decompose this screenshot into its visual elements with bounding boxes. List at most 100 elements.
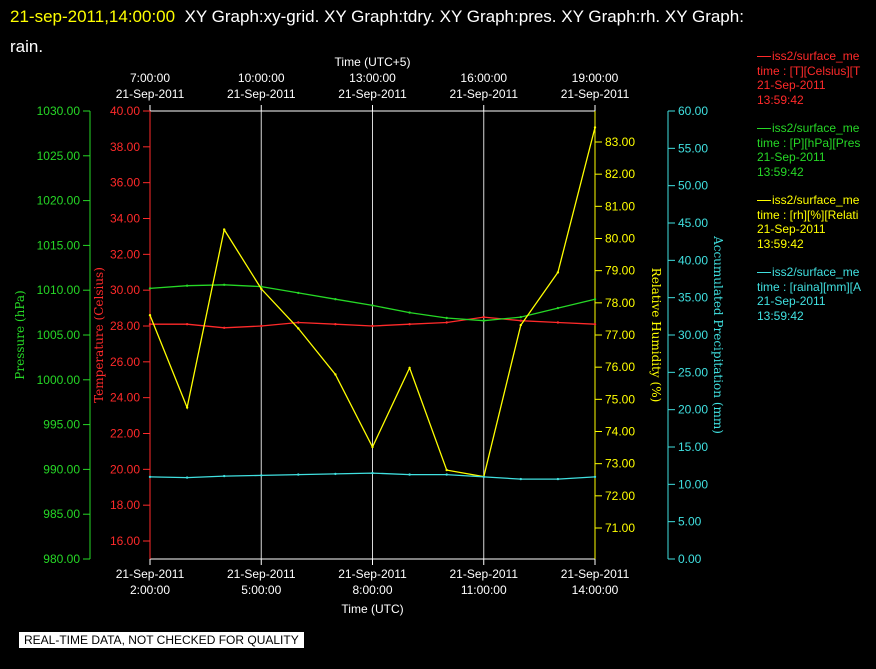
legend-desc: time : [P][hPa][Pres bbox=[757, 135, 861, 150]
temperature-data-point bbox=[593, 323, 597, 326]
x-tick-label: 8:00:00 bbox=[352, 583, 392, 597]
humidity-tick-label: 75.00 bbox=[605, 392, 635, 406]
temperature-data-point bbox=[185, 323, 189, 326]
temperature-tick-label: 38.00 bbox=[110, 140, 140, 154]
legend-name: iss2/surface_me bbox=[772, 193, 860, 207]
x-tick-label: 5:00:00 bbox=[241, 583, 281, 597]
legend-desc: time : [raina][mm][A bbox=[757, 279, 862, 294]
x-tick-label: 21-Sep-2011 bbox=[338, 567, 407, 581]
legend-desc: time : [T][Celsius][T bbox=[757, 63, 861, 78]
pressure-tick-label: 1020.00 bbox=[37, 194, 81, 208]
x-tick-label: 2:00:00 bbox=[130, 583, 170, 597]
top-x-tick-label: 21-Sep-2011 bbox=[338, 87, 407, 101]
top-x-tick-label: 16:00:00 bbox=[460, 71, 507, 85]
precipitation-data-point bbox=[260, 474, 263, 477]
x-tick-label: 21-Sep-2011 bbox=[450, 567, 519, 581]
humidity-data-point bbox=[371, 445, 374, 449]
title-timestamp: 21-sep-2011,14:00:00 bbox=[10, 7, 176, 26]
temperature-tick-label: 20.00 bbox=[110, 462, 140, 476]
top-x-tick-label: 21-Sep-2011 bbox=[561, 87, 630, 101]
humidity-tick-label: 72.00 bbox=[605, 489, 635, 503]
temperature-axis-title: Temperature (Celsius) bbox=[92, 267, 106, 403]
legend-date: 21-Sep-2011 bbox=[757, 222, 826, 236]
legend-color-line bbox=[757, 56, 771, 58]
humidity-tick-label: 73.00 bbox=[605, 457, 635, 471]
pressure-tick-label: 995.00 bbox=[43, 418, 80, 432]
temperature-data-point bbox=[297, 321, 300, 324]
temperature-data-point bbox=[482, 315, 485, 319]
top-x-tick-label: 19:00:00 bbox=[572, 71, 619, 85]
pressure-tick-label: 980.00 bbox=[43, 552, 80, 566]
legend-line: iss2/surface_me bbox=[757, 121, 876, 136]
humidity-data-point bbox=[593, 126, 597, 129]
legend-time: 13:59:42 bbox=[757, 92, 804, 107]
legend-date: 21-Sep-2011 bbox=[757, 78, 826, 92]
temperature-data-point bbox=[223, 326, 226, 329]
x-tick-label: 21-Sep-2011 bbox=[116, 567, 185, 581]
humidity-tick-label: 83.00 bbox=[605, 135, 635, 149]
precipitation-data-point bbox=[408, 473, 411, 476]
temperature-tick-label: 36.00 bbox=[110, 176, 140, 190]
pressure-data-point bbox=[185, 284, 189, 287]
bottom-axis-title: Time (UTC) bbox=[341, 602, 403, 616]
legend-time: 13:59:42 bbox=[757, 308, 804, 323]
precipitation-tick-label: 25.00 bbox=[678, 365, 708, 379]
humidity-data-point bbox=[408, 366, 411, 370]
legend-entry: iss2/surface_me time : [raina][mm][A 21-Se… bbox=[757, 265, 876, 323]
humidity-data-point bbox=[519, 323, 522, 327]
legend-line: iss2/surface_me bbox=[757, 265, 876, 280]
temperature-data-point bbox=[445, 321, 448, 324]
humidity-tick-label: 82.00 bbox=[605, 167, 635, 181]
pressure-tick-label: 985.00 bbox=[43, 507, 80, 521]
pressure-tick-label: 1015.00 bbox=[37, 238, 81, 252]
title-graph-list: XY Graph:xy-grid. XY Graph:tdry. XY Grap… bbox=[184, 7, 744, 26]
temperature-data-point bbox=[371, 324, 374, 328]
quality-disclaimer: REAL-TIME DATA, NOT CHECKED FOR QUALITY bbox=[19, 632, 304, 648]
legend-time: 13:59:42 bbox=[757, 164, 804, 179]
precipitation-data-point bbox=[334, 472, 337, 476]
precipitation-tick-label: 20.00 bbox=[678, 403, 708, 417]
legend-color-line bbox=[757, 128, 771, 130]
precipitation-tick-label: 10.00 bbox=[678, 477, 708, 491]
humidity-data-point bbox=[297, 327, 300, 330]
precipitation-data-point bbox=[148, 475, 152, 479]
pressure-tick-label: 1005.00 bbox=[37, 328, 81, 342]
humidity-tick-label: 81.00 bbox=[605, 199, 635, 213]
temperature-tick-label: 30.00 bbox=[110, 283, 140, 297]
humidity-axis-title: Relative Humidity (%) bbox=[649, 268, 663, 403]
precipitation-data-point bbox=[593, 475, 597, 479]
x-tick-label: 11:00:00 bbox=[461, 583, 507, 597]
temperature-tick-label: 22.00 bbox=[110, 427, 140, 441]
precipitation-axis-title: Accumulated Precipitation (mm) bbox=[711, 235, 725, 434]
pressure-data-point bbox=[148, 287, 152, 290]
precipitation-tick-label: 45.00 bbox=[678, 216, 708, 230]
pressure-tick-label: 1000.00 bbox=[37, 373, 81, 387]
temperature-data-point bbox=[260, 324, 263, 328]
legend-time: 13:59:42 bbox=[757, 236, 804, 251]
top-x-tick-label: 10:00:00 bbox=[238, 71, 285, 85]
precipitation-data-point bbox=[519, 477, 522, 481]
legend-entry: iss2/surface_me time : [T][Celsius][T 21-S… bbox=[757, 49, 876, 107]
humidity-tick-label: 76.00 bbox=[605, 360, 635, 374]
precipitation-tick-label: 55.00 bbox=[678, 141, 708, 155]
humidity-data-point bbox=[445, 468, 448, 472]
precipitation-data-point bbox=[371, 471, 374, 475]
legend-name: iss2/surface_me bbox=[772, 49, 860, 63]
legend-desc: time : [rh][%][Relati bbox=[757, 207, 859, 222]
precipitation-tick-label: 40.00 bbox=[678, 253, 708, 267]
x-tick-label: 14:00:00 bbox=[572, 583, 619, 597]
legend-color-line bbox=[757, 272, 771, 274]
legend-name: iss2/surface_me bbox=[772, 265, 860, 279]
top-axis-title: Time (UTC+5) bbox=[335, 55, 411, 69]
temperature-data-point bbox=[556, 321, 560, 324]
legend-name: iss2/surface_me bbox=[772, 121, 860, 135]
precipitation-data-point bbox=[482, 475, 485, 479]
pressure-data-point bbox=[371, 304, 374, 307]
pressure-tick-label: 1030.00 bbox=[37, 104, 81, 118]
legend-line: iss2/surface_me bbox=[757, 193, 876, 208]
temperature-data-point bbox=[519, 319, 522, 322]
precipitation-tick-label: 15.00 bbox=[678, 440, 708, 454]
pressure-data-point bbox=[223, 283, 226, 286]
precipitation-tick-label: 60.00 bbox=[678, 104, 708, 118]
